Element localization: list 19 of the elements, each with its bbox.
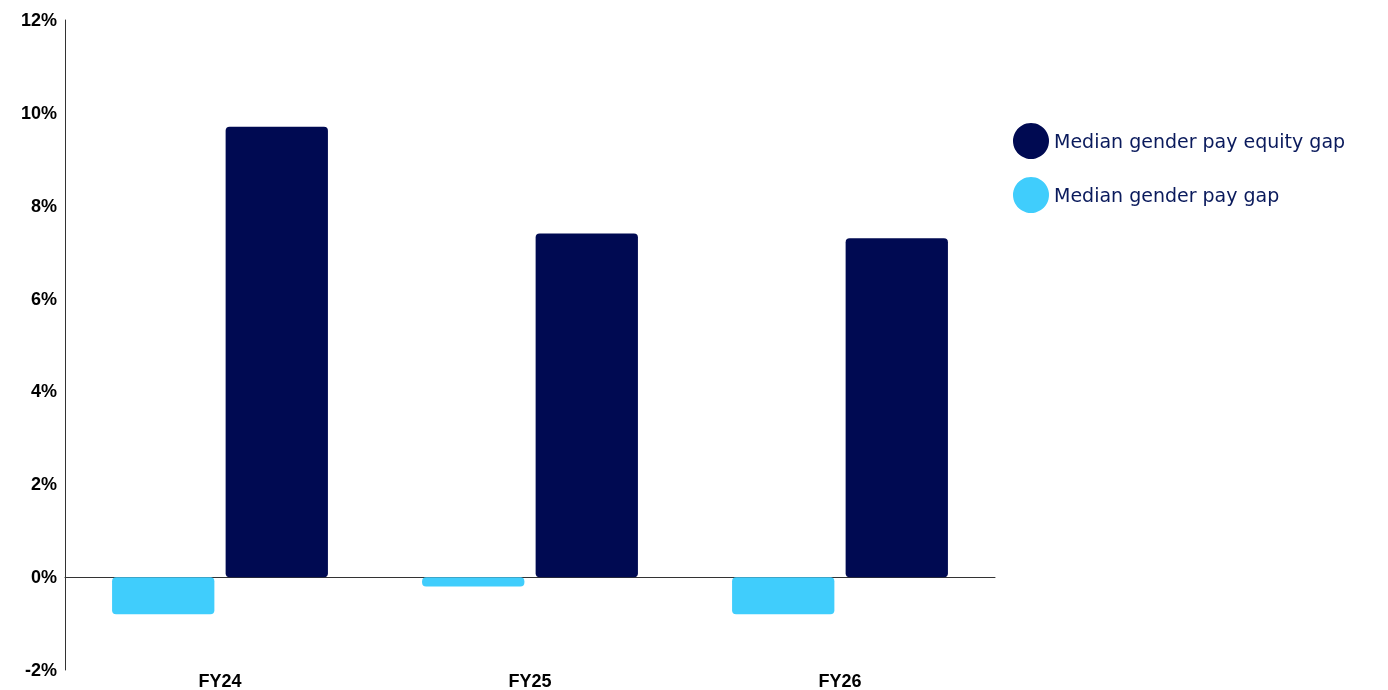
legend-label: Median gender pay gap [1054, 184, 1280, 206]
y-tick-label: 6% [30, 288, 57, 309]
bar [732, 577, 835, 615]
bar [535, 233, 638, 578]
bar [845, 238, 948, 578]
y-tick-label: 10% [20, 102, 57, 123]
bar [112, 577, 215, 615]
y-tick-label: 8% [30, 195, 57, 216]
y-tick-label: 4% [30, 381, 57, 402]
x-tick-label: FY25 [508, 671, 552, 690]
x-tick-label: FY24 [198, 671, 242, 690]
y-tick-label: 12% [20, 10, 57, 30]
legend-label: Median gender pay equity gap [1054, 130, 1346, 152]
y-tick-label: 2% [30, 474, 57, 495]
bar [422, 577, 525, 587]
x-tick-label: FY26 [818, 671, 862, 690]
y-tick-label: 0% [30, 567, 57, 588]
y-tick-label: -2% [24, 660, 57, 680]
bar [225, 126, 328, 578]
